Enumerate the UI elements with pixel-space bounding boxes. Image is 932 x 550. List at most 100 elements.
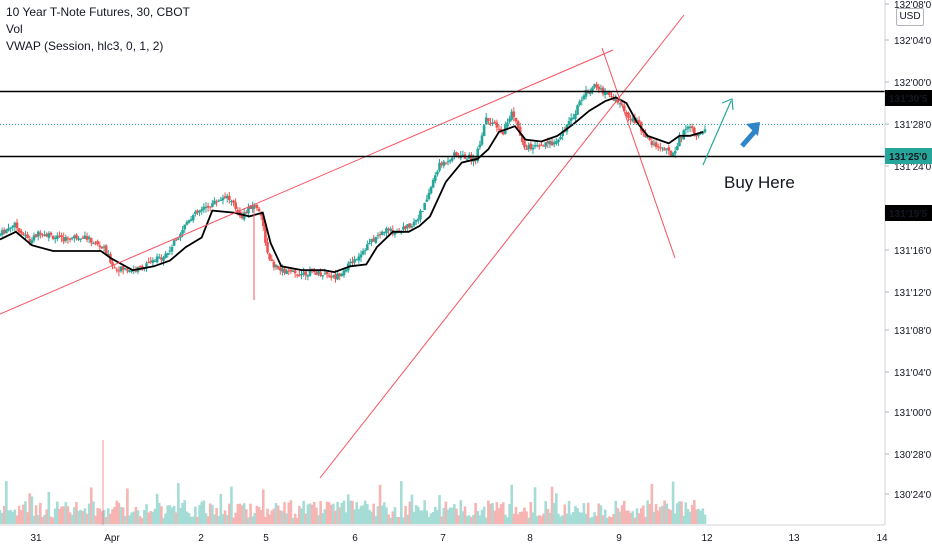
legend-volume: Vol (6, 22, 23, 36)
volume-bar (459, 500, 463, 524)
volume-bar (622, 500, 626, 524)
volume-bar (121, 507, 125, 524)
candle-body (574, 114, 577, 119)
candle-body (512, 111, 516, 117)
volume-bar (13, 509, 17, 524)
volume-bar (427, 516, 431, 524)
volume-bar (183, 500, 187, 524)
candle-body (39, 232, 42, 235)
volume-bar (656, 510, 660, 524)
candle-body (68, 238, 72, 240)
candle-body (317, 271, 320, 274)
candle-body (423, 202, 426, 210)
candle-body (648, 136, 652, 140)
volume-bar (548, 512, 552, 524)
candle-body (625, 112, 628, 115)
volume-bar (571, 512, 575, 524)
volume-bar (506, 517, 509, 524)
volume-bar (102, 510, 106, 524)
volume-bar (453, 504, 456, 524)
candle-body (546, 141, 550, 144)
candle-body (102, 246, 106, 248)
candle-body (221, 197, 225, 201)
volume-bar (680, 501, 683, 524)
volume-bar (270, 510, 274, 524)
volume-bar (300, 508, 303, 524)
candle-body (501, 131, 505, 135)
volume-bars (0, 481, 707, 524)
volume-bar (346, 494, 350, 524)
volume-bar (90, 487, 93, 524)
candle-body (24, 235, 27, 237)
volume-bar (508, 503, 511, 524)
candle-body (650, 141, 654, 146)
candle-body (659, 147, 662, 149)
candle-body (690, 126, 694, 129)
volume-bar (130, 512, 133, 524)
candle-body (478, 144, 482, 148)
candle-body (631, 118, 635, 122)
y-tick-label: 131'16'0 (894, 246, 932, 257)
candle-body (291, 271, 295, 273)
candle-body (383, 231, 386, 233)
volume-bar (695, 509, 698, 524)
volume-bar (26, 512, 29, 524)
candle-body (77, 238, 80, 240)
volume-bar (387, 514, 390, 524)
candle-body (497, 128, 501, 130)
volume-bar (24, 501, 27, 524)
candle-body (293, 270, 297, 274)
y-tick-label: 131'12'0 (894, 288, 932, 299)
candle-body (431, 179, 435, 188)
candle-body (319, 272, 322, 276)
volume-bar (11, 511, 15, 524)
candle-body (56, 235, 59, 239)
volume-bar (79, 509, 82, 524)
candle-body (455, 152, 458, 156)
volume-bar (673, 513, 677, 524)
candle-body (527, 145, 531, 150)
volume-bar (0, 510, 2, 524)
volume-bar (287, 502, 291, 524)
volume-bar (612, 513, 615, 524)
currency-button[interactable]: USD (896, 8, 924, 26)
volume-bar (60, 506, 63, 524)
candle-body (213, 200, 216, 205)
candle-body (429, 187, 433, 194)
volume-bar (646, 500, 649, 524)
x-tick-label: 2 (198, 533, 204, 544)
volume-bar (276, 505, 280, 524)
candle-body (234, 202, 237, 209)
candle-body (465, 159, 469, 161)
volume-bar (274, 503, 278, 524)
volume-bar (51, 517, 55, 524)
candle-body (94, 242, 97, 244)
candle-body (603, 92, 607, 95)
candle-body (49, 232, 53, 235)
candle-body (595, 84, 598, 88)
volume-bar (406, 514, 409, 524)
volume-bar (109, 513, 112, 524)
volume-bar (499, 504, 503, 524)
volume-bar (580, 512, 584, 524)
volume-bar (185, 511, 189, 524)
volume-bar (230, 486, 233, 524)
volume-bar (410, 494, 414, 524)
volume-bar (43, 515, 46, 524)
volume-bar (448, 507, 452, 524)
volume-bar (648, 504, 652, 524)
candle-body (552, 142, 556, 145)
volume-bar (315, 507, 318, 524)
candle-body (73, 235, 76, 239)
volume-bar (603, 509, 607, 524)
candle-body (7, 228, 10, 231)
candle-body (327, 275, 331, 277)
volume-bar (87, 503, 91, 524)
vwap-path (0, 96, 704, 274)
candle-body (17, 228, 21, 233)
candle-body (349, 261, 352, 264)
volume-bar (510, 484, 514, 524)
volume-bar (629, 512, 632, 524)
volume-bar (597, 503, 601, 524)
